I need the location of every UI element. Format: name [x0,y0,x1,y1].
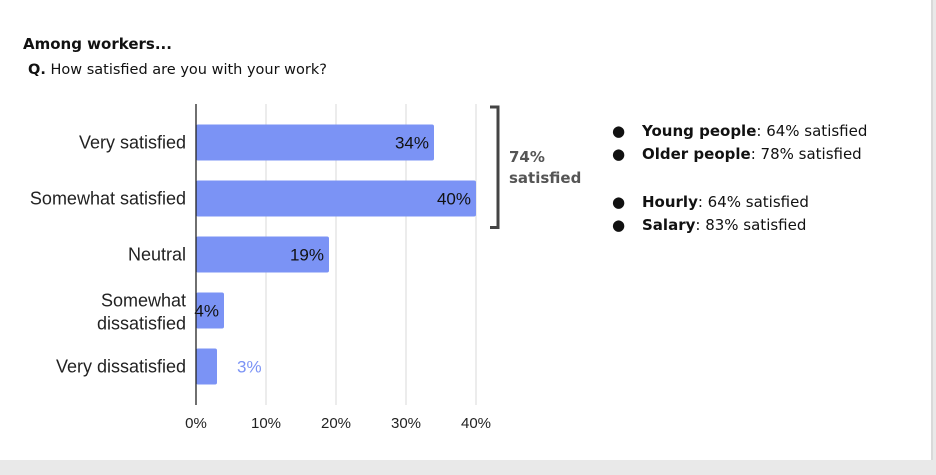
category-label: Somewhat satisfied [30,189,186,209]
data-label: 4% [194,302,219,321]
x-tick-label: 20% [321,415,351,432]
note-key: Older people [642,145,751,163]
chart-card: Among workers... Q. How satisfied are yo… [0,0,931,460]
category-label: Very dissatisfied [56,357,186,377]
bar [196,236,329,273]
note-key: Salary [642,216,696,234]
note-value: : 64% satisfied [697,193,809,211]
data-label: 34% [395,134,429,153]
data-label: 3% [237,358,262,377]
data-label: 19% [290,246,324,265]
satisfied-annotation: 74% satisfied [509,147,581,189]
list-item: ● Salary: 83% satisfied [612,214,809,237]
bracket-icon [490,105,500,229]
bullet-icon: ● [612,193,626,211]
pay-type-breakdown-list: ● Hourly: 64% satisfied ● Salary: 83% sati… [612,191,809,237]
question-prefix: Q. [28,62,46,78]
bar [196,292,224,329]
x-tick-label: 40% [461,415,491,432]
category-label: Neutral [128,245,186,265]
x-tick-label: 10% [251,415,281,432]
x-tick-label: 30% [391,415,421,432]
bullet-icon: ● [612,216,626,234]
note-value: : 78% satisfied [750,145,862,163]
bullet-icon: ● [612,122,626,140]
category-label: Somewhat [101,291,186,311]
bullet-icon: ● [612,145,626,163]
category-label: dissatisfied [97,314,186,334]
x-tick-label: 0% [185,415,207,432]
note-value: : 64% satisfied [756,122,868,140]
age-breakdown-list: ● Young people: 64% satisfied ● Older peop… [612,120,867,166]
list-item: ● Young people: 64% satisfied [612,120,867,143]
bar [196,348,217,385]
bar-chart: 0% 10% 20% 30% 40% Very satisfied 34% Somewhat … [30,104,500,432]
note-key: Young people [642,122,757,140]
category-label: Very satisfied [79,133,186,153]
note-value: : 83% satisfied [695,216,807,234]
list-item: ● Hourly: 64% satisfied [612,191,809,214]
note-key: Hourly [642,193,698,211]
data-label: 40% [437,190,471,209]
page-edge-divider [931,0,933,460]
question-text: How satisfied are you with your work? [45,62,327,78]
chart-heading: Among workers... [23,35,172,53]
bar [196,180,476,217]
survey-question: Q. How satisfied are you with your work? [28,62,327,78]
list-item: ● Older people: 78% satisfied [612,143,867,166]
satisfied-annotation-text: satisfied [509,169,582,187]
bar [196,124,434,161]
satisfied-annotation-value: 74% [509,148,545,166]
